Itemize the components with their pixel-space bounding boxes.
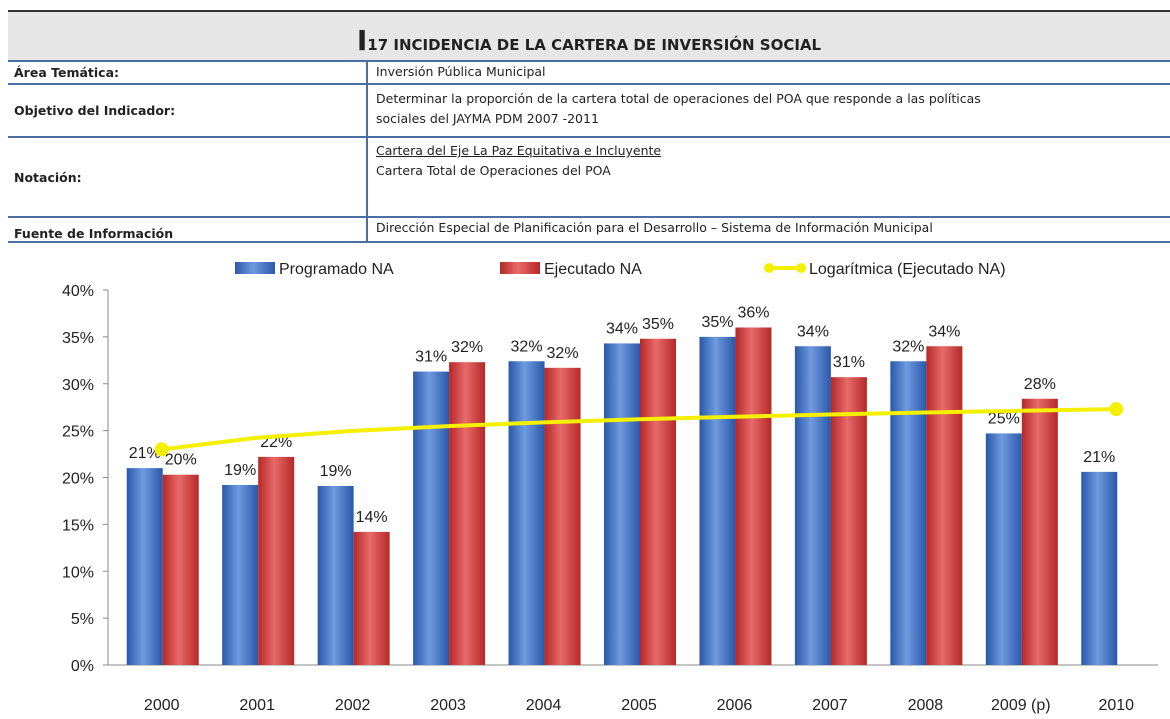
data-label: 20% xyxy=(165,452,197,469)
data-label: 21% xyxy=(1083,449,1115,466)
row-value: Determinar la proporción de la cartera t… xyxy=(368,85,1170,136)
bar xyxy=(640,338,676,665)
row-label: Objetivo del Indicador: xyxy=(8,85,368,136)
bar xyxy=(699,336,736,665)
x-tick-label: 2003 xyxy=(430,697,466,714)
legend-label: Logarítmica (Ejecutado NA) xyxy=(809,261,1006,278)
table-title: I17 INCIDENCIA DE LA CARTERA DE INVERSIÓ… xyxy=(8,12,1170,62)
bar xyxy=(830,377,867,665)
legend-swatch xyxy=(235,262,275,274)
x-tick-label: 2007 xyxy=(812,697,848,714)
x-tick-label: 2009 (p) xyxy=(991,697,1051,714)
bar xyxy=(604,343,640,665)
data-label: 32% xyxy=(511,338,543,355)
bar xyxy=(890,361,927,665)
row-value: Dirección Especial de Planificación para… xyxy=(368,218,1170,241)
bar xyxy=(735,327,772,665)
bar xyxy=(508,361,545,665)
data-label: 34% xyxy=(606,320,638,337)
x-tick-label: 2008 xyxy=(908,697,944,714)
numerator: Cartera del Eje La Paz Equitativa e Incl… xyxy=(376,143,662,158)
x-tick-label: 2004 xyxy=(526,697,562,714)
y-tick-label: 25% xyxy=(62,424,94,441)
data-label: 32% xyxy=(451,339,483,356)
data-label: 14% xyxy=(356,509,388,526)
bar xyxy=(126,468,163,665)
indicator-table: I17 INCIDENCIA DE LA CARTERA DE INVERSIÓ… xyxy=(8,10,1170,243)
data-label: 35% xyxy=(701,314,733,331)
data-label: 19% xyxy=(320,463,352,480)
row-value: Inversión Pública Municipal xyxy=(368,62,1170,83)
x-tick-label: 2002 xyxy=(335,697,371,714)
data-label: 31% xyxy=(833,354,865,371)
y-tick-label: 0% xyxy=(71,658,94,675)
bar xyxy=(794,346,831,665)
data-label: 34% xyxy=(928,323,960,340)
bar xyxy=(926,346,963,665)
table-row: Notación: Cartera del Eje La Paz Equitat… xyxy=(8,138,1170,218)
y-tick-label: 20% xyxy=(62,471,94,488)
y-tick-label: 30% xyxy=(62,377,94,394)
y-tick-label: 35% xyxy=(62,330,94,347)
y-tick-label: 10% xyxy=(62,564,94,581)
table-row: Área Temática: Inversión Pública Municip… xyxy=(8,62,1170,85)
trend-endpoint xyxy=(154,442,169,457)
data-label: 28% xyxy=(1024,376,1056,393)
bar xyxy=(1081,471,1118,665)
x-tick-label: 2001 xyxy=(239,697,275,714)
bar xyxy=(317,485,354,665)
x-tick-label: 2000 xyxy=(144,697,180,714)
table-row: Objetivo del Indicador: Determinar la pr… xyxy=(8,85,1170,138)
x-tick-label: 2005 xyxy=(621,697,657,714)
data-label: 36% xyxy=(737,305,769,322)
x-tick-label: 2006 xyxy=(717,697,753,714)
value-line: Determinar la proporción de la cartera t… xyxy=(376,91,981,106)
data-label: 25% xyxy=(988,410,1020,427)
data-label: 32% xyxy=(547,345,579,362)
row-value: Cartera del Eje La Paz Equitativa e Incl… xyxy=(368,138,1170,216)
data-label: 32% xyxy=(892,338,924,355)
bar xyxy=(449,362,486,665)
trend-line xyxy=(161,407,1117,452)
bar xyxy=(162,474,199,665)
bar xyxy=(985,433,1022,665)
data-label: 21% xyxy=(129,445,161,462)
bar xyxy=(413,371,450,665)
row-label: Área Temática: xyxy=(8,62,368,83)
table-row: Fuente de Información Dirección Especial… xyxy=(8,218,1170,243)
legend-label: Programado NA xyxy=(279,261,394,278)
x-tick-label: 2010 xyxy=(1098,697,1134,714)
value-line: sociales del JAYMA PDM 2007 -2011 xyxy=(376,111,599,126)
row-label: Notación: xyxy=(8,138,368,216)
row-label: Fuente de Información xyxy=(8,218,368,241)
data-label: 31% xyxy=(415,349,447,366)
data-label: 35% xyxy=(642,316,674,333)
value-line: Dirección Especial de Planificación para… xyxy=(376,220,933,235)
y-tick-label: 5% xyxy=(71,611,94,628)
data-label: 19% xyxy=(224,462,256,479)
legend-swatch xyxy=(764,263,774,273)
bar xyxy=(222,485,259,665)
denominator: Cartera Total de Operaciones del POA xyxy=(376,163,611,178)
trend-endpoint xyxy=(1109,402,1124,417)
legend-swatch xyxy=(796,263,806,273)
y-tick-label: 15% xyxy=(62,517,94,534)
bar xyxy=(1021,398,1058,665)
bar xyxy=(544,367,581,665)
bar xyxy=(353,531,390,665)
legend-swatch xyxy=(500,262,540,274)
legend-label: Ejecutado NA xyxy=(544,261,642,278)
bar xyxy=(258,456,295,665)
y-tick-label: 40% xyxy=(62,283,94,300)
value-line: Inversión Pública Municipal xyxy=(376,64,546,79)
data-label: 34% xyxy=(797,323,829,340)
